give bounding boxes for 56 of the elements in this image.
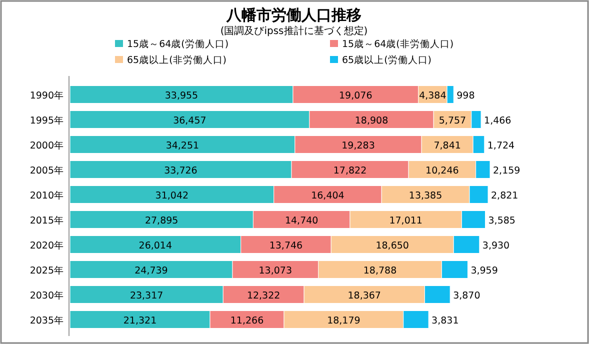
data-label: 3,870 [453, 290, 480, 302]
data-label: 3,930 [482, 240, 510, 252]
data-label: 3,959 [470, 266, 498, 276]
data-label: 3,831 [432, 316, 459, 326]
data-label: 18,650 [376, 240, 409, 252]
y-tick-label: 2020年 [30, 240, 64, 252]
data-label: 13,073 [258, 266, 292, 276]
y-tick-label: 2010年 [30, 190, 64, 202]
data-label: 19,283 [342, 140, 375, 152]
chart-title: 八幡市労働人口推移 [226, 6, 362, 24]
data-label: 34,251 [166, 140, 200, 152]
data-label: 5,757 [438, 116, 466, 126]
data-label: 17,822 [333, 166, 367, 176]
data-label: 13,385 [408, 190, 442, 202]
data-label: 23,317 [130, 290, 164, 302]
data-label: 998 [456, 90, 475, 102]
legend-label: 65歳以上(労働人口) [342, 54, 432, 66]
data-label: 1,724 [487, 140, 515, 152]
data-label: 10,246 [426, 166, 459, 176]
data-label: 33,726 [164, 166, 198, 176]
y-tick-label: 2000年 [30, 140, 64, 152]
y-tick-label: 2015年 [30, 214, 64, 226]
data-label: 24,739 [134, 266, 168, 276]
data-label: 1,466 [484, 116, 512, 126]
data-label: 12,322 [246, 290, 280, 302]
data-label: 21,321 [123, 316, 157, 326]
chart-subtitle: (国調及びipss推計に基づく想定) [220, 25, 368, 37]
data-label: 31,042 [155, 190, 189, 202]
y-tick-label: 2035年 [30, 314, 64, 326]
data-label: 18,788 [363, 266, 397, 276]
data-label: 13,746 [269, 240, 303, 252]
data-label: 18,367 [348, 290, 381, 302]
y-tick-label: 2005年 [30, 164, 64, 176]
data-label: 14,740 [284, 216, 318, 226]
data-label: 7,841 [434, 140, 461, 152]
y-tick-label: 2025年 [30, 264, 64, 276]
data-label: 3,585 [488, 216, 516, 226]
data-label: 2,159 [493, 166, 520, 176]
data-label: 11,266 [230, 316, 264, 326]
data-label: 19,076 [339, 90, 372, 102]
data-label: 33,955 [164, 90, 198, 102]
data-label: 4,384 [419, 90, 446, 102]
legend-label: 15歳～64歳(非労働人口) [342, 38, 454, 50]
legend-label: 15歳～64歳(労働人口) [127, 38, 229, 50]
data-label: 17,011 [389, 216, 422, 226]
legend-label: 65歳以上(非労働人口) [127, 54, 227, 66]
y-tick-label: 1990年 [30, 90, 64, 102]
y-tick-label: 2030年 [30, 290, 64, 302]
data-label: 16,404 [311, 190, 344, 202]
data-label: 18,908 [354, 116, 388, 126]
data-label: 2,821 [491, 190, 518, 202]
y-tick-label: 1995年 [30, 114, 64, 126]
data-label: 36,457 [173, 116, 206, 126]
data-label: 18,179 [327, 316, 360, 326]
data-label: 27,895 [144, 216, 178, 226]
data-label: 26,014 [138, 240, 172, 252]
